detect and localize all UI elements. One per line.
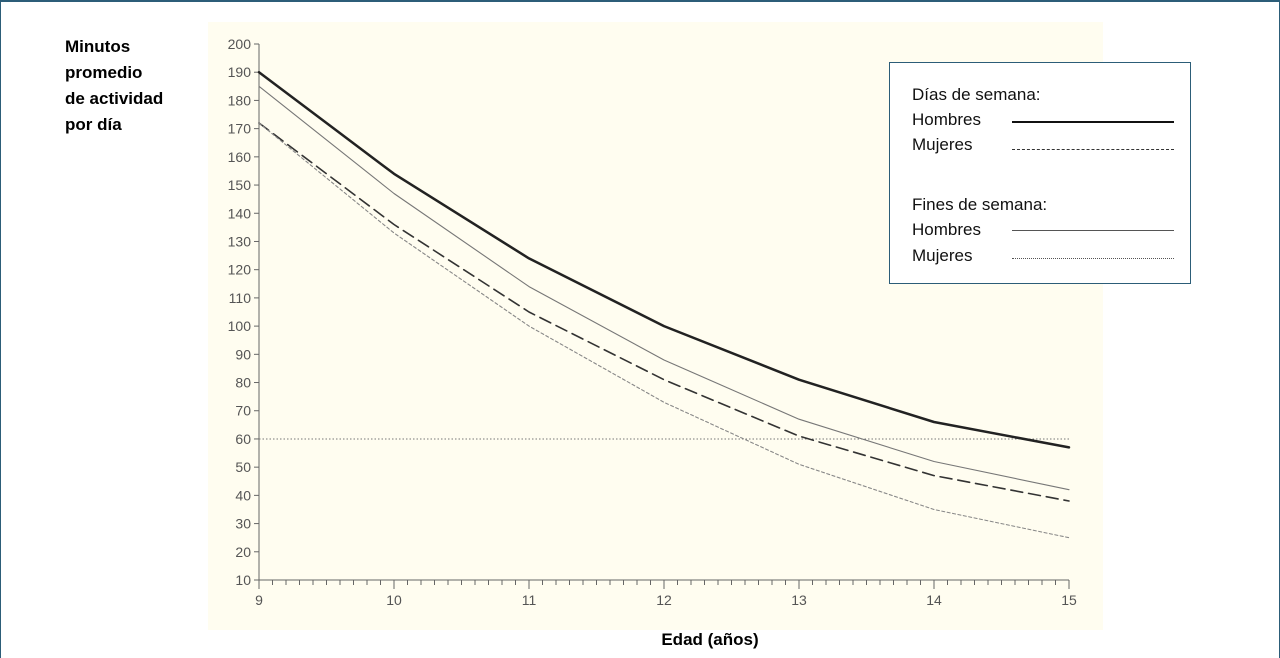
y-axis-label-line-2: promedio — [65, 63, 143, 82]
y-tick-label: 20 — [235, 544, 251, 560]
x-tick-label: 13 — [791, 592, 807, 608]
legend-label-weekday-women: Mujeres — [912, 135, 973, 154]
y-tick-label: 120 — [228, 262, 252, 278]
y-tick-label: 170 — [228, 121, 252, 137]
series-line-weekend-men — [258, 85, 1070, 491]
y-tick-label: 50 — [235, 459, 251, 475]
y-tick-label: 40 — [235, 487, 251, 503]
y-tick-label: 110 — [229, 290, 252, 306]
legend-label-weekend-women: Mujeres — [912, 246, 973, 265]
series-line-weekday-men — [257, 70, 1071, 449]
x-tick-label: 12 — [656, 592, 672, 608]
y-axis-label-line-4: por día — [65, 115, 122, 134]
x-tick-label: 11 — [522, 592, 537, 608]
x-tick-label: 15 — [1061, 592, 1077, 608]
legend-swatch-weekend-men — [1012, 230, 1174, 231]
y-tick-label: 150 — [228, 177, 252, 193]
y-tick-label: 100 — [228, 318, 252, 334]
y-tick-label: 30 — [235, 516, 251, 532]
legend-group-title-weekends: Fines de semana: — [912, 195, 1048, 214]
x-tick-label: 14 — [926, 592, 942, 608]
series-lines — [257, 70, 1071, 539]
series-line-weekend-women — [258, 122, 1070, 539]
y-tick-label: 70 — [235, 403, 251, 419]
y-tick-label: 200 — [228, 36, 252, 52]
y-tick-label: 80 — [235, 375, 251, 391]
legend-group-title-weekdays: Días de semana: — [912, 85, 1041, 104]
y-axis-label-line-3: de actividad — [65, 89, 164, 108]
series-line-weekday-women — [258, 122, 1070, 502]
y-tick-label: 190 — [228, 64, 252, 80]
x-tick-label: 10 — [386, 592, 402, 608]
axes: 10 20 30 40 50 60 70 80 90 100 110 120 130 140 150 160 1… — [228, 36, 1077, 608]
y-tick-label: 60 — [235, 431, 251, 447]
y-tick-label: 130 — [228, 233, 252, 249]
legend: Días de semana: Hombres Mujeres Fines de… — [889, 62, 1191, 284]
y-tick-label: 10 — [235, 572, 251, 588]
y-tick-label: 140 — [228, 205, 252, 221]
legend-label-weekend-men: Hombres — [912, 220, 981, 239]
y-tick-label: 180 — [228, 92, 252, 108]
legend-swatch-weekday-men — [1012, 121, 1174, 123]
x-axis-label: Edad (años) — [661, 630, 759, 649]
y-tick-label: 160 — [228, 149, 252, 165]
legend-swatch-weekend-women — [1012, 258, 1174, 259]
legend-label-weekday-men: Hombres — [912, 110, 981, 129]
y-axis-label-line-1: Minutos — [65, 37, 131, 56]
y-tick-label: 90 — [235, 346, 251, 362]
x-tick-label: 9 — [255, 592, 263, 608]
legend-swatch-weekday-women — [1012, 149, 1174, 150]
